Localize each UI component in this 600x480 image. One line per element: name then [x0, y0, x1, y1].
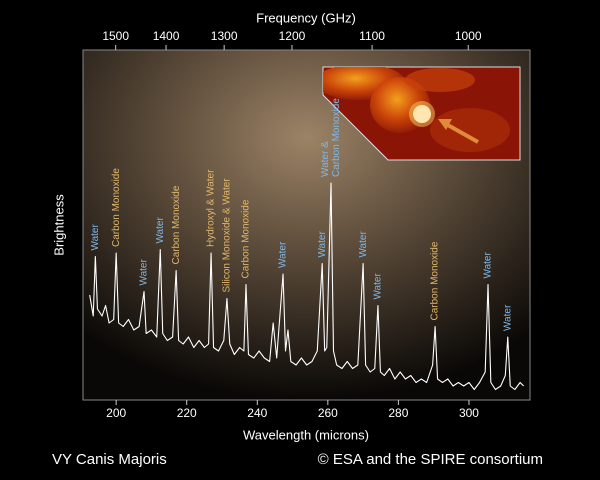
inset-nebula — [323, 67, 510, 152]
x-tick-label: 280 — [388, 406, 408, 420]
annotation: Carbon Monoxide — [171, 185, 182, 264]
x-tick-label: 220 — [177, 406, 197, 420]
x2-tick-label: 1000 — [455, 29, 482, 43]
annotation: Carbon Monoxide — [331, 98, 342, 177]
annotation: Carbon Monoxide — [241, 199, 252, 278]
annotation: Carbon Monoxide — [430, 241, 441, 320]
annotation: Water — [155, 217, 166, 244]
x2-tick-label: 1300 — [211, 29, 238, 43]
annotation: Water & — [320, 141, 331, 177]
x-axis-title: Wavelength (microns) — [243, 427, 369, 442]
x-tick-label: 260 — [318, 406, 338, 420]
annotation: Water — [483, 252, 494, 279]
annotation: Water — [90, 224, 101, 251]
footer-right: © ESA and the SPIRE consortium — [318, 451, 543, 468]
inset-arrowhead — [438, 119, 452, 130]
spectrum-line — [89, 182, 525, 391]
y-axis-title: Brightness — [51, 194, 66, 256]
x2-axis-title: Frequency (GHz) — [256, 10, 356, 25]
annotation: Water — [317, 231, 328, 258]
inset-image — [322, 66, 521, 161]
nebula-blob — [430, 108, 510, 152]
annotation: Water — [502, 304, 513, 331]
x2-tick-label: 1400 — [153, 29, 180, 43]
annotation: Water — [278, 241, 289, 268]
annotation: Water — [358, 231, 369, 258]
x2-tick-label: 1200 — [279, 29, 306, 43]
annotation: Hydroxyl & Water — [206, 169, 217, 247]
annotation: Carbon Monoxide — [111, 168, 122, 247]
x-tick-label: 300 — [459, 406, 479, 420]
footer-left: VY Canis Majoris — [52, 451, 167, 468]
annotation: Water — [139, 259, 150, 286]
star-glow — [409, 101, 435, 127]
x-tick-label: 200 — [106, 406, 126, 420]
x-tick-label: 240 — [247, 406, 267, 420]
inset-arrow — [445, 122, 479, 144]
annotation: Silicon Monoxide & Water — [222, 178, 233, 293]
annotation: Water — [373, 273, 384, 300]
nebula-blob — [405, 68, 475, 92]
x2-tick-label: 1100 — [359, 29, 385, 43]
x2-tick-label: 1500 — [102, 29, 129, 43]
